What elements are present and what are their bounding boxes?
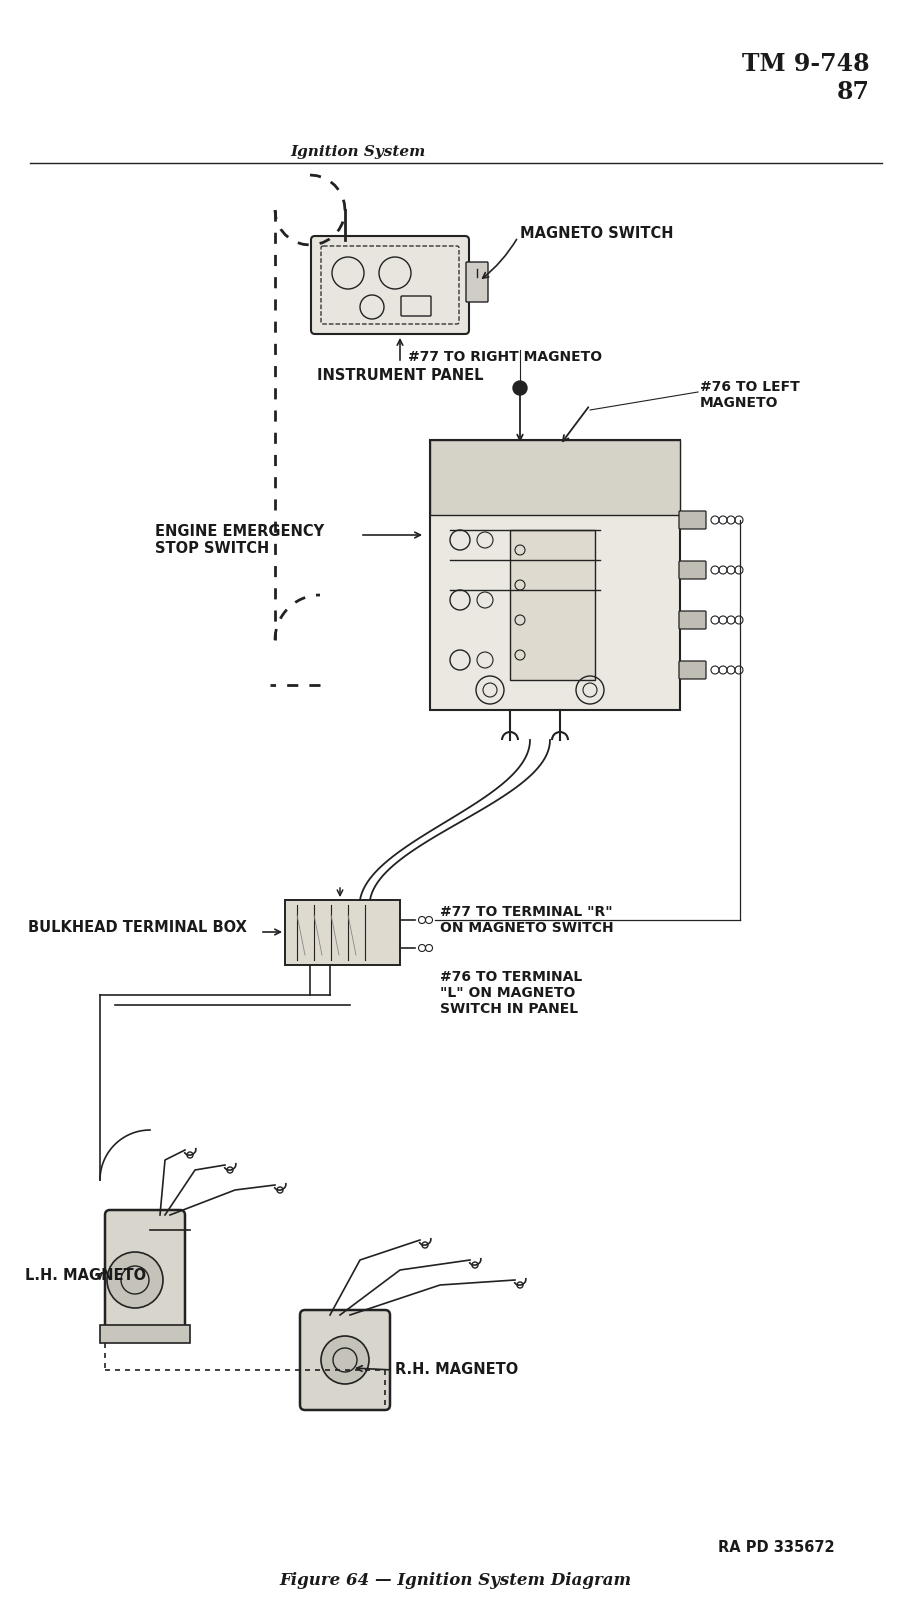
Text: 87: 87 [837,80,870,104]
FancyBboxPatch shape [466,262,488,302]
Text: Ignition System: Ignition System [290,146,425,158]
FancyBboxPatch shape [311,235,469,334]
Text: Figure 64 — Ignition System Diagram: Figure 64 — Ignition System Diagram [279,1571,631,1589]
Text: RA PD 335672: RA PD 335672 [718,1539,834,1555]
FancyBboxPatch shape [679,611,706,629]
FancyBboxPatch shape [300,1310,390,1410]
Circle shape [107,1251,163,1309]
Text: #76 TO TERMINAL
"L" ON MAGNETO
SWITCH IN PANEL: #76 TO TERMINAL "L" ON MAGNETO SWITCH IN… [440,970,582,1016]
Text: MAGNETO SWITCH: MAGNETO SWITCH [520,226,673,240]
FancyBboxPatch shape [679,562,706,579]
Text: BULKHEAD TERMINAL BOX: BULKHEAD TERMINAL BOX [28,920,247,934]
Text: ENGINE EMERGENCY
STOP SWITCH: ENGINE EMERGENCY STOP SWITCH [155,523,324,557]
FancyBboxPatch shape [679,510,706,530]
FancyBboxPatch shape [285,899,400,965]
FancyBboxPatch shape [679,661,706,678]
Text: R.H. MAGNETO: R.H. MAGNETO [395,1363,518,1378]
Text: #76 TO LEFT
MAGNETO: #76 TO LEFT MAGNETO [700,379,800,410]
Text: L.H. MAGNETO: L.H. MAGNETO [25,1267,146,1283]
FancyBboxPatch shape [430,440,680,710]
Text: #77 TO TERMINAL "R"
ON MAGNETO SWITCH: #77 TO TERMINAL "R" ON MAGNETO SWITCH [440,906,614,934]
Text: #77 TO RIGHT MAGNETO: #77 TO RIGHT MAGNETO [408,350,602,365]
FancyBboxPatch shape [100,1325,190,1342]
FancyBboxPatch shape [510,530,595,680]
Text: INSTRUMENT PANEL: INSTRUMENT PANEL [317,368,483,382]
Circle shape [513,381,527,395]
FancyBboxPatch shape [105,1210,185,1330]
Text: TM 9-748: TM 9-748 [742,51,870,75]
FancyBboxPatch shape [430,440,680,515]
Circle shape [321,1336,369,1384]
